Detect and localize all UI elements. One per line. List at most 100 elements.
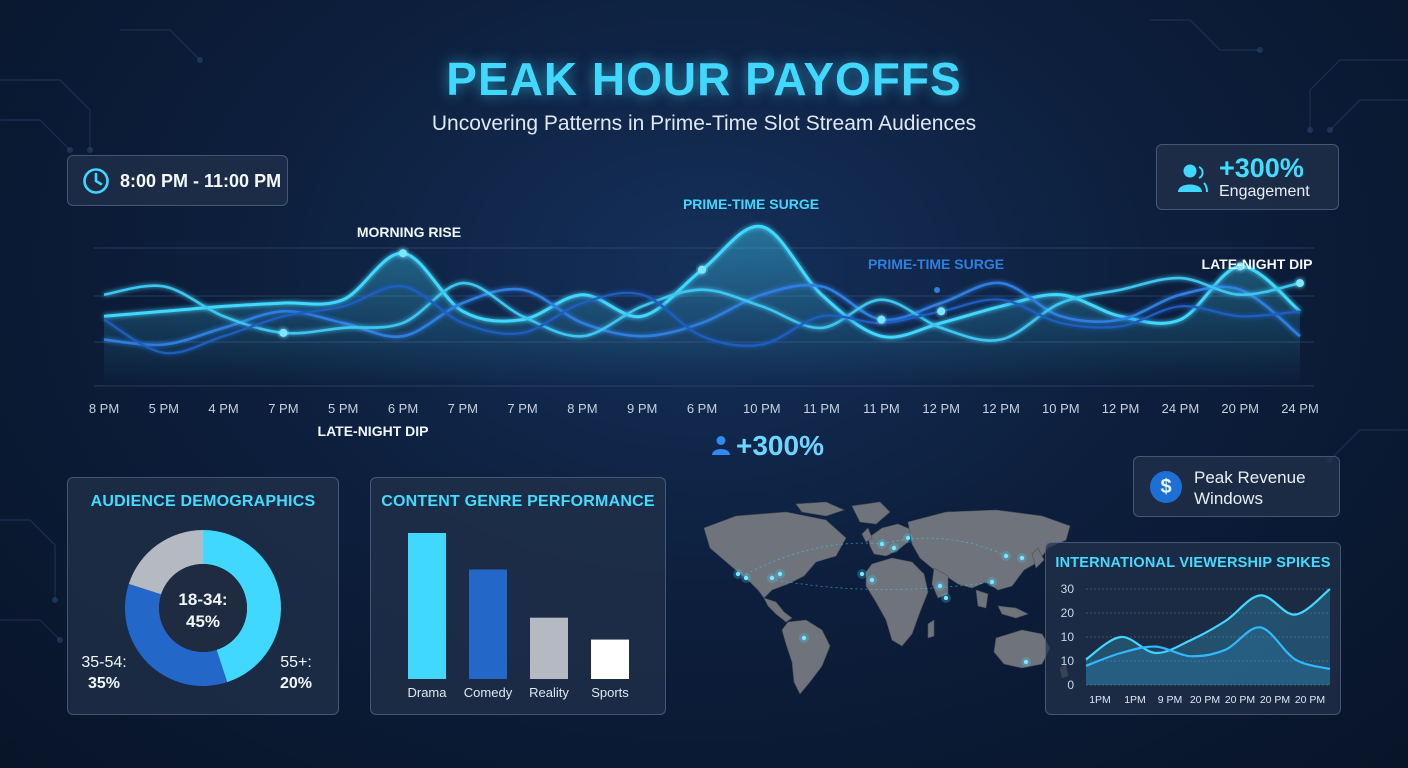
wave-annotation: MORNING RISE: [357, 224, 461, 240]
wave-annotation: PRIME-TIME SURGE: [683, 196, 819, 212]
wave-x-tick: 6 PM: [388, 401, 418, 416]
intl-y-tick: 10: [1061, 630, 1075, 644]
map-hotspot: [743, 575, 749, 581]
donut-slice: [124, 583, 228, 686]
wave-x-tick: 11 PM: [863, 401, 900, 416]
wave-x-tick: 24 PM: [1281, 401, 1319, 416]
genre-title: CONTENT GENRE PERFORMANCE: [381, 493, 655, 510]
wave-x-tick: 7 PM: [268, 401, 298, 416]
wave-peak-point: [877, 315, 886, 324]
donut-center-label: 18-34:: [178, 590, 227, 609]
wave-peak-point: [1296, 279, 1304, 288]
map-hotspot: [1023, 659, 1029, 665]
wave-area-fill: [104, 226, 1300, 386]
map-hotspot: [859, 571, 865, 577]
intl-y-tick: 30: [1061, 582, 1075, 596]
genre-bar-label: Reality: [529, 685, 569, 700]
wave-annotation: LATE-NIGHT DIP: [318, 423, 429, 439]
wave-x-tick: 12 PM: [922, 401, 960, 416]
genre-performance-panel: Drama Comedy Reality Sports CONTENT GENRE P…: [370, 477, 666, 715]
wave-x-tick: 5 PM: [149, 401, 179, 416]
page-title: PEAK HOUR PAYOFFS: [446, 53, 962, 105]
donut-hole: [159, 564, 247, 652]
wave-annotation: LATE-NIGHT DIP: [1202, 256, 1313, 272]
intl-x-tick: 20 PM: [1295, 694, 1325, 706]
intl-x-tick: 20 PM: [1260, 694, 1290, 706]
wave-x-tick: 7 PM: [507, 401, 537, 416]
international-area-chart: 30 20 10 10 0 1PM 1PM 9 PM 20 PM 20 PM 20 PM 20 PM: [1061, 582, 1331, 706]
world-map: [703, 501, 1071, 695]
engagement-label: Engagement: [1219, 183, 1310, 200]
intl-x-tick: 20 PM: [1225, 694, 1255, 706]
time-range-text: 8:00 PM - 11:00 PM: [120, 171, 282, 191]
intl-series-line: [1085, 588, 1331, 661]
annotation-marker: [934, 287, 940, 293]
intl-y-tick: 10: [1061, 654, 1075, 668]
wave-peak-point: [1236, 262, 1245, 271]
wave-areas: [104, 226, 1300, 386]
map-hotspot: [943, 595, 949, 601]
genre-bar-label: Drama: [407, 685, 447, 700]
wave-series-line: [103, 276, 1301, 342]
wave-x-tick: 12 PM: [1102, 401, 1140, 416]
international-title: INTERNATIONAL VIEWERSHIP SPIKES: [1055, 555, 1331, 571]
map-hotspot: [1019, 555, 1025, 561]
intl-x-tick: 20 PM: [1190, 694, 1220, 706]
user-icon: [712, 436, 730, 455]
donut-slice-label: 35-54:: [81, 654, 126, 671]
genre-bar: [408, 533, 446, 679]
wave-x-tick: 11 PM: [803, 401, 840, 416]
wave-x-tick: 8 PM: [89, 401, 119, 416]
demographics-donut-chart: 18-34: 45% 35-54: 35% 55+: 20%: [81, 530, 312, 692]
genre-bar: [591, 639, 629, 679]
map-hotspot: [869, 577, 875, 583]
wave-annotation: PRIME-TIME SURGE: [868, 256, 1004, 272]
wave-x-tick: 4 PM: [208, 401, 238, 416]
donut-slice: [128, 530, 203, 595]
intl-y-tick: 20: [1061, 606, 1075, 620]
wave-series-line: [103, 285, 1301, 355]
genre-bar-label: Sports: [591, 685, 629, 700]
wave-x-tick: 24 PM: [1162, 401, 1200, 416]
wave-series-line: [103, 224, 1301, 339]
time-range-badge: 8:00 PM - 11:00 PM: [67, 155, 288, 206]
donut-slice-value: 35%: [88, 675, 120, 692]
page-subtitle: Uncovering Patterns in Prime-Time Slot S…: [431, 112, 977, 135]
intl-area-fill: [1086, 589, 1330, 685]
peak-revenue-badge: $ Peak Revenue Windows: [1133, 456, 1340, 517]
map-hotspot: [777, 571, 783, 577]
wave-x-tick: 6 PM: [687, 401, 717, 416]
wave-x-tick: 8 PM: [567, 401, 597, 416]
map-hotspot: [735, 571, 741, 577]
genre-bar: [530, 617, 568, 679]
dollar-icon: $: [1150, 471, 1182, 503]
donut-slice-value: 20%: [280, 675, 312, 692]
wave-x-ticks: 8 PM 5 PM 4 PM 7 PM 5 PM 6 PM 7 PM 7 PM 8 PM 9 PM…: [89, 401, 1319, 416]
audience-demographics-panel: 18-34: 45% 35-54: 35% 55+: 20% AUDIENCE DEMOG…: [67, 477, 339, 715]
donut-slice-label: 55+:: [280, 654, 312, 671]
intl-x-tick: 1PM: [1089, 694, 1111, 706]
wave-x-tick: 7 PM: [448, 401, 478, 416]
intl-area-fill: [1086, 627, 1330, 685]
international-viewership-panel: 30 20 10 10 0 1PM 1PM 9 PM 20 PM 20 PM 20 PM 20 PM …: [1045, 542, 1341, 715]
wave-annotations: MORNING RISE PRIME-TIME SURGE PRIME-TIME S…: [318, 196, 1313, 439]
wave-peak-point: [399, 249, 407, 258]
map-hotspots: [733, 533, 1031, 667]
donut-center-value: 45%: [186, 612, 220, 631]
wave-x-tick: 12 PM: [982, 401, 1020, 416]
wave-x-tick: 20 PM: [1221, 401, 1259, 416]
genre-bar: [469, 569, 507, 679]
hourly-wave-chart: 8 PM 5 PM 4 PM 7 PM 5 PM 6 PM 7 PM 7 PM 8 PM 9 PM…: [89, 196, 1319, 439]
wave-peak-point: [937, 307, 946, 316]
intl-x-tick: 1PM: [1124, 694, 1146, 706]
peak-revenue-text: Peak Revenue Windows: [1194, 468, 1306, 508]
wave-x-tick: 10 PM: [1042, 401, 1080, 416]
wave-peak-point: [279, 328, 288, 337]
audience-growth-value: +300%: [736, 430, 824, 461]
engagement-badge: +300% Engagement: [1156, 144, 1339, 210]
engagement-value: +300%: [1219, 153, 1304, 183]
wave-lines: [103, 224, 1304, 355]
wave-peak-point: [698, 265, 706, 274]
intl-y-tick: 0: [1067, 678, 1074, 692]
